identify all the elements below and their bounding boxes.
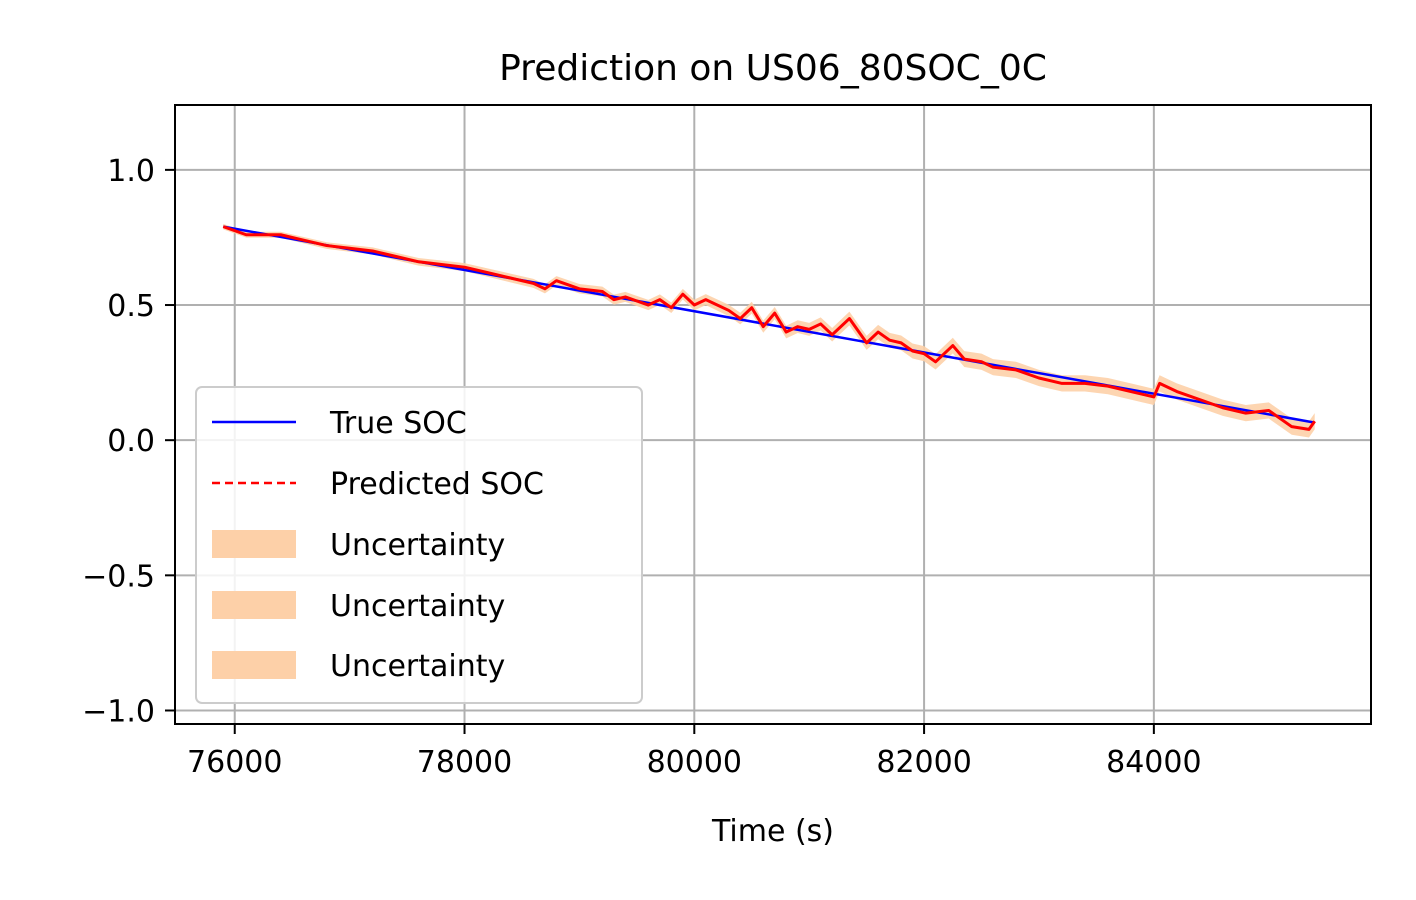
y-tick-label: −0.5 xyxy=(82,559,155,594)
legend-label-predicted-soc: Predicted SOC xyxy=(330,467,544,502)
x-axis-label: Time (s) xyxy=(711,814,834,849)
x-axis-ticks: 76000 78000 80000 82000 84000 xyxy=(187,724,1202,780)
predicted-soc-line xyxy=(222,225,1316,431)
legend-swatch-uncertainty-2 xyxy=(212,591,296,619)
x-tick-label: 78000 xyxy=(417,745,512,780)
chart-title: Prediction on US06_80SOC_0C xyxy=(499,48,1047,89)
legend: True SOC Predicted SOC Uncertainty Uncer… xyxy=(195,386,643,704)
legend-box xyxy=(195,386,643,704)
series-lines xyxy=(222,225,1316,431)
legend-label-uncertainty-3: Uncertainty xyxy=(330,649,505,684)
legend-label-uncertainty-2: Uncertainty xyxy=(330,589,505,624)
y-axis-ticks: 1.0 0.5 0.0 −0.5 −1.0 xyxy=(82,154,175,729)
y-tick-label: −1.0 xyxy=(82,694,155,729)
y-tick-label: 0.0 xyxy=(107,424,155,459)
y-tick-label: 0.5 xyxy=(107,289,155,324)
legend-swatch-uncertainty-1 xyxy=(212,530,296,558)
uncertainty-bands xyxy=(223,223,1315,438)
legend-label-uncertainty-1: Uncertainty xyxy=(330,528,505,563)
plot-frame xyxy=(174,104,1372,725)
legend-label-true-soc: True SOC xyxy=(329,406,467,441)
x-tick-label: 84000 xyxy=(1106,745,1201,780)
legend-swatch-uncertainty-3 xyxy=(212,651,296,679)
x-tick-label: 76000 xyxy=(187,745,282,780)
x-tick-label: 80000 xyxy=(647,745,742,780)
uncertainty-band xyxy=(223,223,1315,438)
y-tick-label: 1.0 xyxy=(107,154,155,189)
x-tick-label: 82000 xyxy=(876,745,971,780)
